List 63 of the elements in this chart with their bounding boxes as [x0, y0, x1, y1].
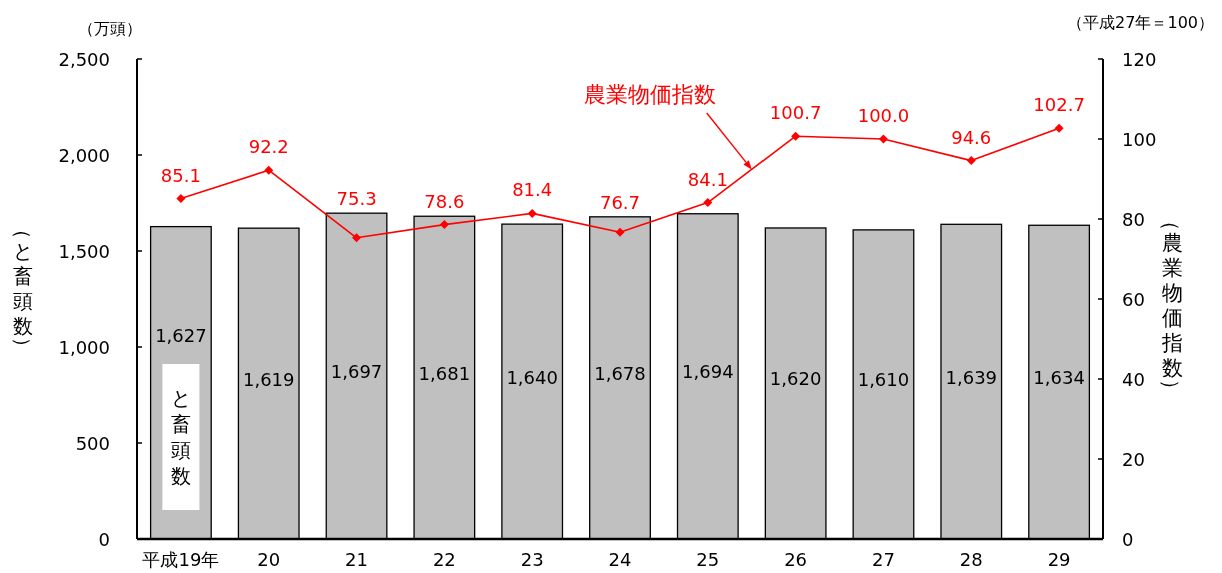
x-tick-label: 24	[608, 549, 632, 570]
data-label: 1,639	[945, 366, 998, 388]
y2-tick-label: 80	[1122, 208, 1145, 230]
point	[527, 208, 537, 218]
y2-tick-label: 20	[1122, 448, 1145, 470]
data-label: 1,619	[242, 368, 295, 390]
text: （平成27年＝100）	[1067, 13, 1214, 32]
point	[1054, 123, 1064, 133]
y-tick-label: 500	[75, 432, 110, 454]
data-label: 1,681	[418, 362, 471, 384]
text: 農業物価指数	[583, 82, 716, 107]
data-label: 1,610	[857, 369, 910, 391]
point	[264, 165, 274, 175]
x-tick-label: 23	[520, 549, 544, 570]
y2-tick-label: 120	[1122, 48, 1157, 70]
data-label: 1,640	[506, 366, 558, 388]
x-tick-label: 25	[696, 549, 720, 570]
data-label: 1,697	[330, 361, 383, 383]
x-tick-label: 28	[959, 549, 983, 570]
x-tick-label: 平成19年	[142, 549, 220, 570]
y2-tick-label: 40	[1122, 368, 1145, 390]
point	[878, 134, 888, 144]
x-tick-label: 20	[257, 549, 281, 570]
point	[352, 233, 362, 243]
data-label: 1,620	[769, 368, 822, 390]
data-label: 1,627	[155, 325, 207, 346]
data-label: 100.0	[857, 105, 910, 126]
x-tick-label: 26	[784, 549, 808, 570]
text: （万頭）	[78, 19, 142, 38]
data-label: 81.4	[512, 179, 553, 201]
point	[703, 198, 713, 208]
point	[439, 220, 449, 230]
data-label: 75.3	[336, 188, 377, 210]
y-axis-title: （と畜頭数）	[10, 219, 35, 357]
series-label: と畜頭数	[170, 386, 191, 489]
y2-tick-label: 100	[1122, 128, 1157, 150]
y-tick-label: 0	[98, 528, 110, 550]
data-label: 76.7	[599, 191, 641, 213]
data-label: 78.6	[424, 190, 465, 212]
point	[966, 156, 976, 166]
point	[791, 131, 801, 141]
data-label: 1,678	[594, 362, 646, 384]
data-label: 94.6	[951, 126, 992, 148]
y2-axis-title: （農業物価指数）	[1159, 210, 1184, 400]
data-label: 92.2	[248, 136, 289, 158]
data-label: 84.1	[687, 168, 728, 190]
data-label: 1,634	[1033, 367, 1085, 389]
data-label: 1,694	[682, 361, 734, 383]
data-label: 100.7	[769, 102, 822, 124]
data-label: 85.1	[160, 164, 201, 186]
x-tick-label: 29	[1047, 549, 1071, 570]
y-tick-label: 2,500	[58, 48, 110, 70]
y-tick-label: 2,000	[58, 144, 110, 166]
point	[615, 227, 625, 237]
y2-tick-label: 60	[1122, 288, 1145, 310]
data-label: 102.7	[1033, 94, 1085, 116]
y2-tick-label: 0	[1122, 528, 1134, 550]
x-tick-label: 27	[872, 549, 895, 570]
point	[176, 194, 186, 204]
x-tick-label: 22	[432, 549, 456, 570]
x-tick-label: 21	[345, 549, 368, 570]
y-tick-label: 1,500	[58, 240, 110, 262]
y-tick-label: 1,000	[58, 336, 110, 358]
